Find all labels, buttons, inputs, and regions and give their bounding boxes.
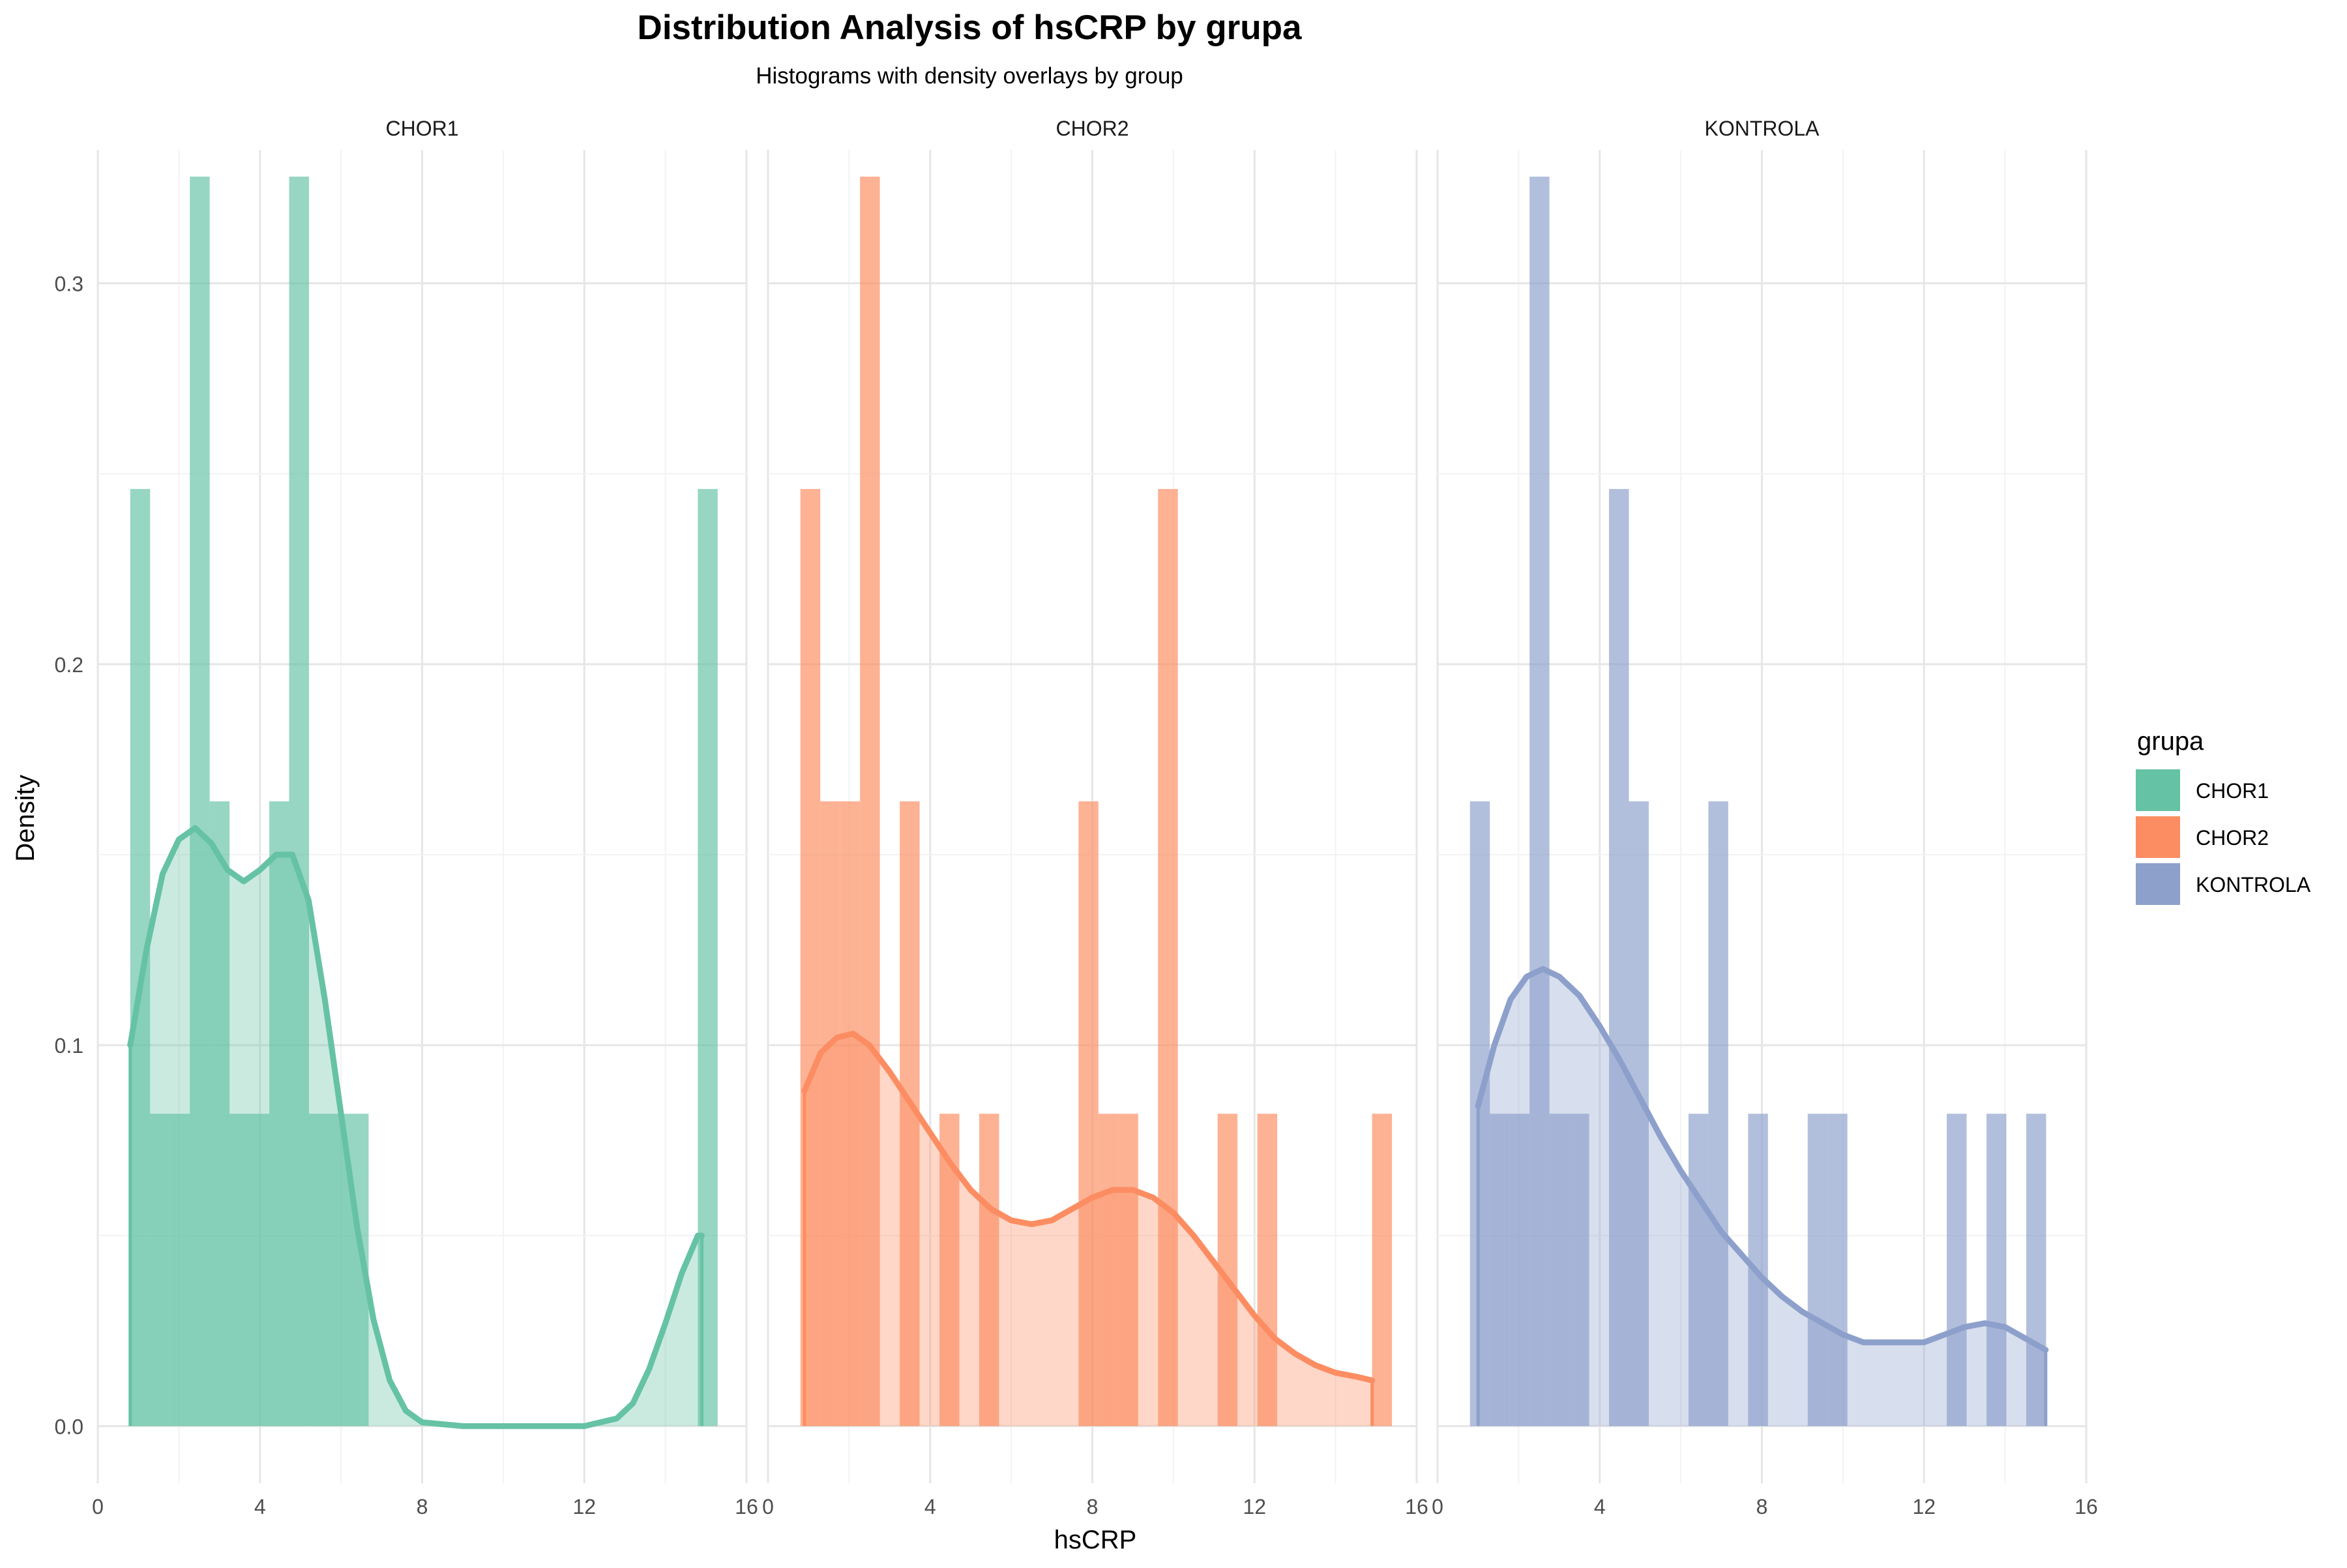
chart-title: Distribution Analysis of hsCRP by grupa (638, 8, 1302, 47)
histogram-bar (1257, 1114, 1278, 1427)
legend-label: CHOR2 (2196, 826, 2269, 850)
density-area (804, 1033, 1372, 1427)
facet-panel-kontrola: KONTROLA 0 4 8 12 16 (1432, 117, 2098, 1518)
histogram-bar (1372, 1114, 1393, 1427)
histogram-bar (1118, 1114, 1138, 1427)
facet-strip-label: KONTROLA (1704, 117, 1820, 140)
y-axis-label: Density (11, 775, 40, 861)
histogram-bar (170, 1114, 190, 1427)
histogram-bar (269, 801, 289, 1427)
legend-item-chor2: CHOR2 (2136, 816, 2269, 858)
histogram-bar (1490, 1114, 1510, 1427)
legend-label: CHOR1 (2196, 779, 2269, 803)
facet-strip-label: CHOR2 (1055, 117, 1129, 140)
histogram-bar (209, 801, 230, 1427)
density-line (127, 825, 705, 1429)
histogram-bar (1688, 1114, 1709, 1427)
y-tick-label: 0.2 (55, 653, 83, 677)
legend: grupa CHOR1 CHOR2 KONTROLA (2136, 727, 2311, 905)
histogram-bar (150, 1114, 170, 1427)
x-tick-label: 16 (735, 1495, 758, 1518)
y-axis: 0.0 0.1 0.2 0.3 (55, 273, 83, 1439)
legend-swatch (2136, 816, 2180, 858)
histogram-bar (229, 1114, 250, 1427)
facet-strip-label: CHOR1 (385, 117, 458, 140)
facets-layer: CHOR1 0 4 8 12 16 CHOR2 0 4 8 12 16 KONTROLA 0 4 8 12 16 (92, 117, 2098, 1518)
histogram-bar (1827, 1114, 1848, 1427)
legend-title: grupa (2137, 727, 2204, 756)
y-tick-label: 0.1 (55, 1034, 83, 1058)
legend-swatch (2136, 769, 2180, 811)
x-tick-label: 4 (1594, 1495, 1606, 1518)
histogram-bar (979, 1114, 999, 1427)
x-tick-label: 8 (417, 1495, 428, 1518)
density-line (1475, 966, 2049, 1353)
density-area (1478, 969, 2046, 1427)
x-axis-label: hsCRP (1054, 1526, 1137, 1554)
histogram-bar (1078, 801, 1099, 1427)
histogram-bar (2026, 1114, 2046, 1427)
histogram-bar (289, 176, 309, 1427)
x-tick-label: 16 (1405, 1495, 1428, 1518)
histogram-bar (1807, 1114, 1828, 1427)
histogram-bar (1986, 1114, 2007, 1427)
x-tick-label: 12 (1912, 1495, 1936, 1518)
x-tick-label: 12 (1243, 1495, 1266, 1518)
facet-panel-chor1: CHOR1 0 4 8 12 16 (92, 117, 758, 1518)
legend-swatch (2136, 863, 2180, 905)
x-tick-label: 4 (254, 1495, 266, 1518)
histogram-bar (1569, 1114, 1589, 1427)
histogram-bar (1708, 801, 1728, 1427)
histogram-bar (249, 1114, 270, 1427)
histogram-bar (329, 1114, 349, 1427)
density-area (130, 828, 702, 1427)
y-tick-label: 0.3 (55, 273, 83, 296)
histogram-bar (860, 176, 880, 1427)
histogram-bar (1158, 489, 1178, 1427)
histogram-bar (840, 801, 861, 1427)
y-tick-label: 0.0 (55, 1415, 83, 1438)
legend-item-kontrola: KONTROLA (2136, 863, 2311, 905)
histogram-bar (1529, 176, 1550, 1427)
legend-label: KONTROLA (2196, 873, 2311, 896)
legend-item-chor1: CHOR1 (2136, 769, 2269, 811)
x-tick-label: 8 (1756, 1495, 1768, 1518)
density-line (801, 1031, 1376, 1383)
histogram-bar (1469, 801, 1490, 1427)
x-tick-label: 8 (1087, 1495, 1099, 1518)
x-tick-label: 16 (2074, 1495, 2098, 1518)
histogram-bar (1098, 1114, 1119, 1427)
x-tick-label: 0 (1432, 1495, 1443, 1518)
x-tick-label: 4 (924, 1495, 936, 1518)
facet-panel-chor2: CHOR2 0 4 8 12 16 (762, 117, 1428, 1518)
x-tick-label: 12 (572, 1495, 596, 1518)
histogram-bar (1549, 1114, 1570, 1427)
x-tick-label: 0 (92, 1495, 104, 1518)
histogram-bar (190, 176, 210, 1427)
chart-subtitle: Histograms with density overlays by grou… (756, 63, 1183, 89)
x-tick-label: 0 (762, 1495, 774, 1518)
histogram-bar (820, 801, 840, 1427)
histogram-bar (1947, 1114, 1967, 1427)
histogram-bar (1509, 1114, 1530, 1427)
histogram-bar (1609, 489, 1629, 1427)
histogram-bar (308, 1114, 329, 1427)
